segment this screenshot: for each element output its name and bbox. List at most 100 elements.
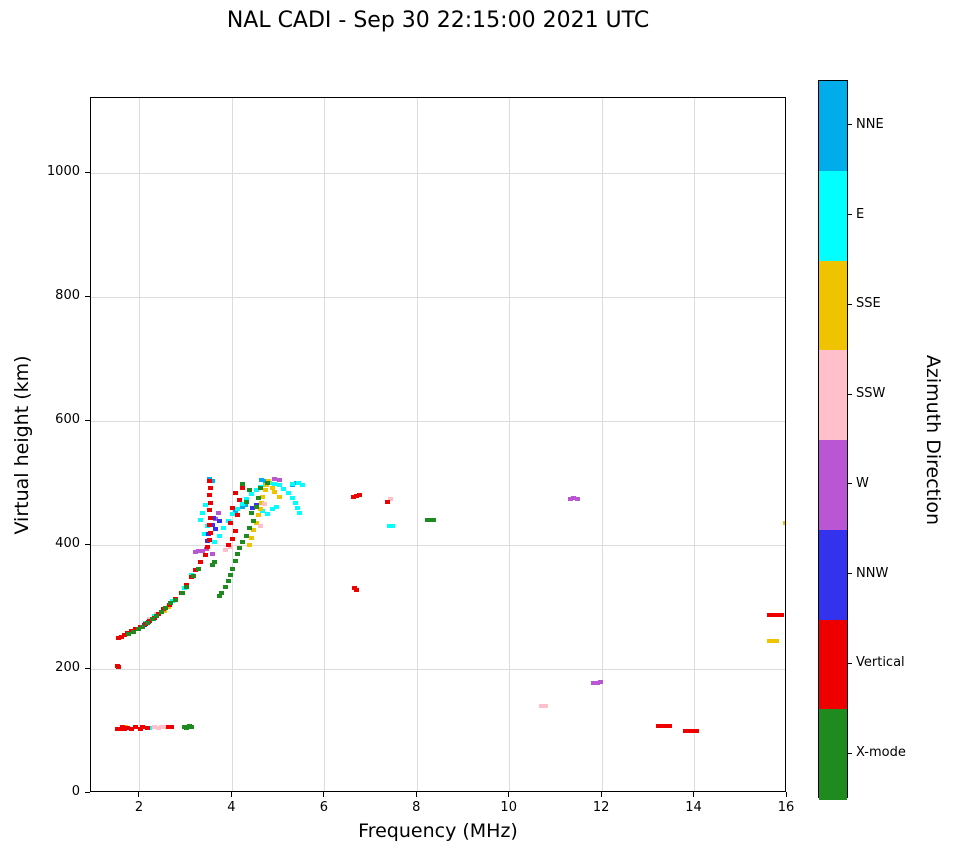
data-point bbox=[258, 507, 264, 512]
data-point bbox=[598, 680, 604, 685]
data-point bbox=[207, 493, 213, 498]
data-point bbox=[265, 481, 271, 485]
data-point bbox=[251, 528, 257, 533]
data-point bbox=[571, 495, 577, 500]
colorbar-tick-label: SSE bbox=[856, 296, 881, 312]
grid-line-horizontal bbox=[91, 172, 785, 174]
data-point bbox=[357, 493, 363, 498]
data-point bbox=[144, 621, 150, 626]
data-point bbox=[126, 632, 132, 637]
colorbar-segment bbox=[819, 260, 847, 351]
data-point bbox=[244, 499, 250, 504]
data-point bbox=[211, 539, 217, 544]
colorbar-tick-label: Vertical bbox=[856, 655, 905, 671]
colorbar-tick-label: W bbox=[856, 475, 869, 491]
colorbar-tick-label: X-mode bbox=[856, 745, 906, 761]
grid-line-horizontal bbox=[91, 668, 785, 670]
data-point bbox=[221, 525, 227, 530]
data-point bbox=[158, 609, 164, 614]
data-point bbox=[211, 515, 216, 520]
colorbar-segment bbox=[819, 170, 847, 261]
colorbar-tick-mark bbox=[848, 393, 852, 395]
data-point bbox=[168, 601, 174, 606]
data-point bbox=[258, 524, 264, 529]
data-point bbox=[766, 639, 772, 644]
data-point bbox=[687, 729, 693, 733]
data-point bbox=[770, 639, 776, 644]
data-point bbox=[232, 558, 238, 563]
data-point bbox=[690, 729, 696, 733]
colorbar-segment bbox=[819, 350, 847, 441]
data-point bbox=[118, 634, 124, 639]
x-tick-label: 10 bbox=[500, 800, 517, 815]
data-point bbox=[261, 502, 267, 507]
data-point bbox=[133, 725, 139, 730]
x-tick-label: 8 bbox=[412, 800, 421, 815]
data-point bbox=[115, 636, 121, 640]
plot-area bbox=[90, 97, 786, 792]
data-point bbox=[785, 521, 786, 525]
colorbar bbox=[818, 80, 848, 800]
y-tick-label: 1000 bbox=[46, 164, 80, 180]
data-point bbox=[196, 549, 202, 554]
data-point bbox=[202, 552, 208, 557]
data-point bbox=[200, 510, 206, 515]
data-point bbox=[207, 479, 213, 484]
data-point bbox=[385, 499, 391, 504]
data-point bbox=[353, 494, 359, 499]
data-point bbox=[666, 724, 672, 729]
data-point bbox=[255, 495, 261, 500]
colorbar-segment bbox=[819, 81, 847, 172]
data-point bbox=[594, 680, 600, 685]
colorbar-segment bbox=[819, 619, 847, 710]
data-point bbox=[208, 500, 214, 505]
data-point bbox=[773, 639, 779, 644]
data-point bbox=[232, 490, 238, 495]
data-point bbox=[235, 552, 241, 557]
data-point bbox=[659, 724, 665, 729]
data-point bbox=[253, 504, 259, 509]
data-point bbox=[125, 725, 131, 730]
y-tick-label: 400 bbox=[55, 536, 80, 551]
y-tick-mark bbox=[85, 171, 90, 173]
y-tick-mark bbox=[85, 543, 90, 545]
colorbar-label: Azimuth Direction bbox=[922, 354, 944, 526]
data-point bbox=[140, 624, 146, 629]
data-point bbox=[121, 726, 127, 731]
data-point bbox=[169, 724, 175, 729]
data-point bbox=[199, 548, 205, 553]
data-point bbox=[198, 560, 204, 565]
data-point bbox=[575, 496, 581, 501]
colorbar-tick-mark bbox=[848, 662, 852, 664]
data-point bbox=[248, 492, 254, 497]
grid-line-horizontal bbox=[91, 296, 785, 298]
data-point bbox=[260, 494, 266, 499]
y-tick-mark bbox=[85, 791, 90, 793]
colorbar-segment bbox=[819, 440, 847, 531]
data-point bbox=[151, 725, 157, 730]
x-tick-mark bbox=[693, 792, 695, 797]
x-tick-label: 16 bbox=[777, 800, 795, 815]
grid-line-vertical bbox=[231, 98, 233, 791]
data-point bbox=[184, 585, 190, 590]
x-tick-label: 4 bbox=[227, 800, 236, 815]
data-point bbox=[235, 513, 241, 518]
data-point bbox=[230, 505, 236, 510]
data-point bbox=[243, 503, 249, 508]
data-point bbox=[201, 531, 207, 536]
data-point bbox=[207, 523, 213, 528]
data-point bbox=[144, 725, 150, 730]
data-point bbox=[774, 613, 780, 618]
y-tick-mark bbox=[85, 667, 90, 669]
data-point bbox=[259, 477, 265, 482]
data-point bbox=[683, 729, 689, 733]
data-point bbox=[195, 566, 201, 571]
data-point bbox=[248, 535, 254, 540]
data-point bbox=[208, 515, 214, 520]
data-point bbox=[154, 613, 160, 618]
data-point bbox=[225, 578, 231, 583]
x-tick-mark bbox=[230, 792, 232, 797]
data-point bbox=[228, 545, 234, 550]
data-point bbox=[205, 545, 210, 550]
